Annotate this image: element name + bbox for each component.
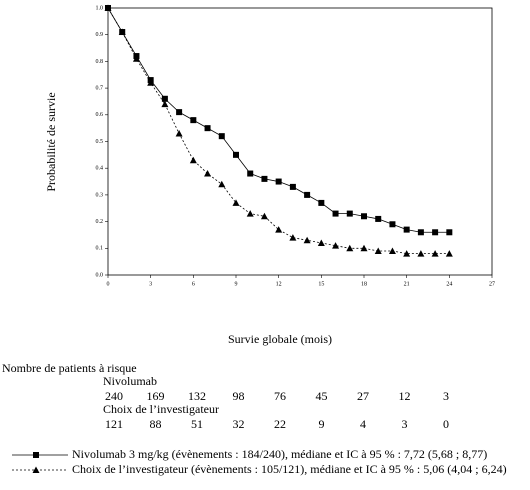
data-point bbox=[445, 250, 453, 257]
data-point bbox=[432, 229, 439, 236]
data-point bbox=[204, 125, 211, 132]
risk-count: 4 bbox=[360, 417, 366, 431]
risk-count: 240 bbox=[105, 389, 123, 403]
x-tick-label: 21 bbox=[404, 281, 410, 287]
risk-count: 0 bbox=[443, 417, 449, 431]
risk-count: 132 bbox=[188, 389, 206, 403]
data-point bbox=[289, 183, 296, 190]
x-tick-label: 12 bbox=[276, 281, 282, 287]
data-point bbox=[161, 100, 169, 108]
risk-count: 169 bbox=[147, 389, 165, 403]
data-point bbox=[132, 55, 140, 62]
data-point bbox=[247, 170, 254, 177]
data-point bbox=[318, 199, 325, 206]
x-tick-label: 3 bbox=[149, 281, 152, 287]
data-point bbox=[361, 213, 367, 220]
data-point bbox=[275, 226, 283, 233]
risk-count: 9 bbox=[319, 417, 325, 431]
x-tick-label: 9 bbox=[235, 281, 238, 287]
legend-label: Nivolumab 3 mg/kg (évènements : 184/240)… bbox=[72, 447, 487, 461]
data-point bbox=[204, 170, 212, 177]
x-axis-label: Survie globale (mois) bbox=[228, 332, 332, 346]
data-point bbox=[303, 236, 311, 244]
risk-count: 76 bbox=[274, 389, 286, 403]
data-point bbox=[375, 215, 382, 222]
series-line bbox=[107, 7, 450, 255]
risk-count: 88 bbox=[150, 417, 162, 431]
data-point bbox=[446, 229, 453, 236]
data-point bbox=[389, 221, 396, 228]
y-tick-label: 0.4 bbox=[96, 166, 104, 172]
legend-label: Choix de l’investigateur (évènements : 1… bbox=[72, 462, 507, 476]
data-point bbox=[246, 210, 254, 217]
data-point bbox=[261, 175, 268, 182]
risk-count: 32 bbox=[233, 417, 245, 431]
risk-count: 98 bbox=[233, 389, 245, 403]
x-tick-label: 18 bbox=[361, 281, 367, 287]
x-tick-label: 0 bbox=[107, 281, 110, 287]
data-point bbox=[289, 234, 297, 241]
data-point bbox=[260, 212, 268, 220]
x-tick-label: 6 bbox=[192, 281, 195, 287]
y-tick-label: 0.2 bbox=[96, 219, 104, 225]
data-point bbox=[431, 250, 439, 257]
risk-count: 51 bbox=[191, 417, 203, 431]
legend-marker bbox=[33, 452, 39, 458]
data-point bbox=[346, 210, 353, 217]
risk-count: 3 bbox=[402, 417, 408, 431]
data-point bbox=[374, 247, 382, 254]
data-point bbox=[275, 178, 282, 185]
data-point bbox=[332, 210, 339, 217]
data-point bbox=[417, 250, 425, 257]
risk-row-label: Choix de l’investigateur bbox=[103, 402, 219, 416]
data-point bbox=[189, 156, 197, 164]
y-tick-label: 0.6 bbox=[96, 112, 104, 118]
x-tick-label: 27 bbox=[489, 281, 495, 287]
y-tick-label: 0.0 bbox=[96, 272, 104, 278]
data-point bbox=[218, 133, 225, 140]
data-point bbox=[304, 191, 311, 198]
y-tick-label: 0.8 bbox=[96, 59, 104, 65]
data-point bbox=[403, 250, 411, 257]
y-tick-label: 0.3 bbox=[96, 192, 104, 198]
data-point bbox=[218, 180, 226, 188]
series-line bbox=[107, 7, 450, 233]
data-point bbox=[332, 242, 340, 249]
risk-count: 121 bbox=[105, 417, 123, 431]
y-axis-label: Probabilité de survie bbox=[44, 92, 58, 191]
risk-count: 12 bbox=[399, 389, 411, 403]
y-tick-label: 0.7 bbox=[96, 85, 104, 91]
data-point bbox=[403, 226, 410, 233]
data-point bbox=[104, 4, 112, 11]
data-point bbox=[175, 129, 183, 137]
risk-count: 22 bbox=[274, 417, 286, 431]
data-point bbox=[161, 95, 168, 102]
y-tick-label: 0.5 bbox=[96, 139, 104, 145]
data-point bbox=[190, 117, 197, 124]
risk-count: 45 bbox=[316, 389, 328, 403]
y-tick-label: 0.9 bbox=[96, 32, 104, 38]
data-point bbox=[417, 229, 424, 236]
data-point bbox=[232, 199, 240, 206]
legend-marker bbox=[32, 466, 40, 473]
data-point bbox=[118, 28, 126, 36]
data-point bbox=[360, 244, 368, 252]
risk-count: 3 bbox=[443, 389, 449, 403]
data-point bbox=[346, 244, 354, 252]
y-tick-label: 0.1 bbox=[96, 246, 104, 252]
risk-table-title: Nombre de patients à risque bbox=[2, 361, 137, 375]
data-point bbox=[176, 109, 183, 116]
data-point bbox=[317, 239, 325, 246]
y-tick-label: 1.0 bbox=[96, 5, 104, 11]
data-point bbox=[388, 247, 396, 254]
risk-count: 27 bbox=[357, 389, 369, 403]
x-tick-label: 24 bbox=[446, 281, 452, 287]
risk-row-label: Nivolumab bbox=[103, 374, 157, 388]
x-tick-label: 15 bbox=[318, 281, 324, 287]
data-point bbox=[147, 79, 155, 86]
data-point bbox=[233, 151, 239, 158]
